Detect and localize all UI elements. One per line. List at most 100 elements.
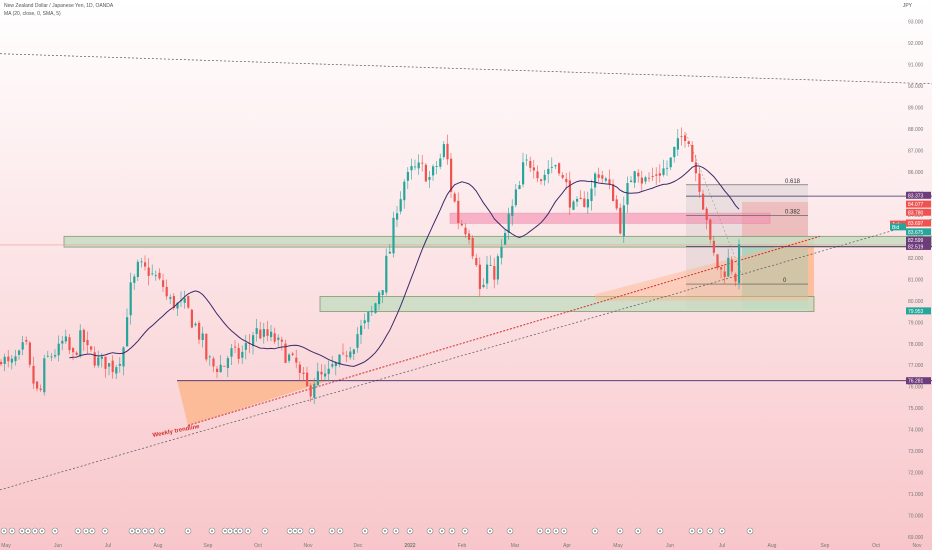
candle-body xyxy=(453,193,456,202)
candle-body xyxy=(540,179,543,182)
event-marker-dot xyxy=(699,530,701,532)
weekly-trendline xyxy=(187,235,821,426)
candle xyxy=(590,179,593,211)
event-marker-dot xyxy=(509,530,511,532)
candle xyxy=(36,381,39,392)
event-marker-icon xyxy=(336,527,344,535)
event-marker-icon xyxy=(406,527,414,535)
candle-body xyxy=(43,358,46,393)
y-tick-label: 82.000 xyxy=(908,256,924,262)
candle xyxy=(410,158,413,180)
symbol-title[interactable]: New Zealand Dollar / Japanese Yen, 1D, O… xyxy=(4,3,114,9)
candle xyxy=(252,331,255,355)
candle xyxy=(540,178,543,185)
candle-body xyxy=(147,267,150,276)
time-axis[interactable]: May Jun Jul Aug Sep Oct Nov Dec 2022 Feb Mar Apr May… xyxy=(1,543,922,549)
candle xyxy=(25,336,28,345)
candle-body xyxy=(565,178,568,183)
event-marker-icon xyxy=(656,527,664,535)
candle-body xyxy=(464,227,467,235)
candle-body xyxy=(486,264,489,284)
event-marker-dot xyxy=(151,530,153,532)
candle xyxy=(727,248,730,278)
indicator-legend[interactable]: MA (20, close, 0, SMA, 5) xyxy=(4,11,61,17)
price-axis[interactable]: 69.000 70.000 71.000 72.000 73.000 74.000 75.0… xyxy=(906,19,931,541)
candle-body xyxy=(230,348,233,357)
y-tick-label: 84.000 xyxy=(908,213,924,219)
fib-0-label: 0 xyxy=(783,278,787,284)
candle-body xyxy=(543,174,546,181)
x-tick-label: Oct xyxy=(254,543,262,549)
candle-body xyxy=(57,343,60,356)
candle xyxy=(46,350,49,358)
x-tick-label: Mar xyxy=(511,543,520,549)
y-tick-label: 73.000 xyxy=(908,449,924,455)
event-marker-dot xyxy=(77,530,79,532)
candle xyxy=(273,327,276,344)
y-tick-label: 70.000 xyxy=(908,514,924,520)
candle xyxy=(442,141,445,160)
candle-body xyxy=(334,362,337,367)
candle xyxy=(244,334,247,360)
candle-body xyxy=(518,185,521,190)
candle xyxy=(662,159,665,177)
zones-layer xyxy=(63,184,932,426)
event-markers xyxy=(0,527,754,535)
lines-layer xyxy=(0,53,932,491)
event-marker-dot xyxy=(41,530,43,532)
candle-body xyxy=(277,337,280,340)
price-tag-bg xyxy=(906,200,931,208)
candle xyxy=(738,239,741,290)
x-tick-label: Jul xyxy=(719,543,725,549)
candle-body xyxy=(496,256,499,280)
y-tick-label: 72.000 xyxy=(908,471,924,477)
candle-body xyxy=(205,333,208,360)
event-marker-dot xyxy=(594,530,596,532)
candle-body xyxy=(241,351,244,358)
event-marker-dot xyxy=(659,530,661,532)
event-marker-icon xyxy=(286,527,294,535)
y-tick-label: 79.000 xyxy=(908,320,924,326)
candle xyxy=(554,164,557,170)
candle-body xyxy=(576,198,579,202)
candle xyxy=(266,320,269,342)
candle-body xyxy=(406,171,409,181)
candle xyxy=(644,175,647,185)
candle xyxy=(468,229,471,245)
candle xyxy=(194,321,197,327)
candle xyxy=(10,355,13,370)
candle-body xyxy=(655,174,658,176)
candle-body xyxy=(129,282,132,316)
candle xyxy=(327,360,330,382)
candle xyxy=(730,256,733,275)
candle-body xyxy=(320,371,323,375)
candle xyxy=(496,253,499,285)
candle-body xyxy=(352,349,355,354)
candle xyxy=(356,327,359,353)
candle xyxy=(118,357,121,373)
candle xyxy=(205,333,208,362)
candle xyxy=(309,383,312,403)
candle-body xyxy=(288,354,291,361)
candle-body xyxy=(266,329,269,336)
candle-body xyxy=(630,180,633,183)
candle-body xyxy=(712,240,715,253)
event-marker-icon xyxy=(706,527,714,535)
candle-body xyxy=(730,259,733,272)
candle-body xyxy=(306,372,309,387)
candle xyxy=(313,377,316,404)
candle xyxy=(0,359,3,367)
candle xyxy=(676,128,679,156)
candle xyxy=(381,290,384,304)
candle xyxy=(388,244,391,254)
candle-body xyxy=(457,200,460,224)
candle-body xyxy=(244,343,247,350)
candle xyxy=(493,257,496,289)
event-marker-dot xyxy=(464,530,466,532)
candle xyxy=(608,169,611,190)
y-tick-label: 93.000 xyxy=(908,19,924,25)
candle xyxy=(270,325,273,342)
candle-body xyxy=(514,189,517,206)
